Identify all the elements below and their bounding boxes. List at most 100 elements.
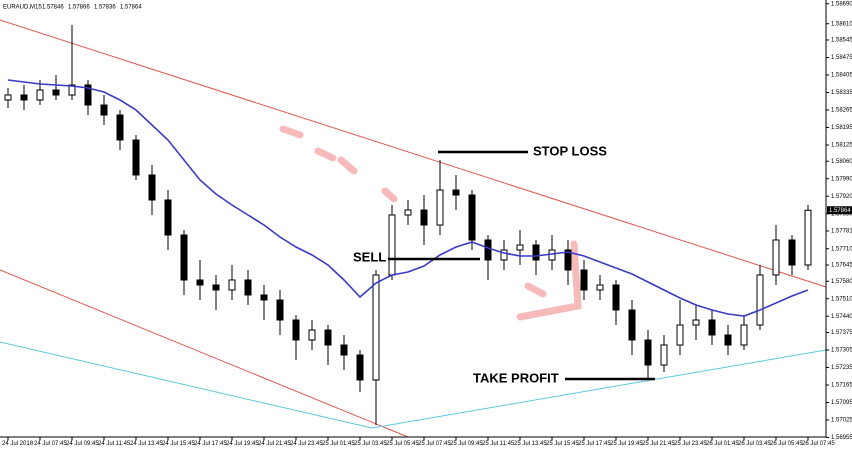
y-tick-label: 1.57095 xyxy=(831,400,852,406)
y-tick-label: 1.58060 xyxy=(831,159,852,165)
y-tick-label: 1.58610 xyxy=(831,21,852,27)
trend-line-upper xyxy=(0,19,827,288)
candle-body xyxy=(628,309,636,341)
y-tick-label: 1.57580 xyxy=(831,279,852,285)
candle-body xyxy=(660,344,668,366)
candle-body xyxy=(180,234,188,281)
candle-body xyxy=(420,209,428,226)
candle-body xyxy=(788,239,796,266)
x-tick-label: 25 Jul 15:45 xyxy=(546,441,579,447)
candle-body xyxy=(4,94,12,101)
candle-body xyxy=(484,239,492,261)
highlight-marks xyxy=(279,125,582,321)
candle-body xyxy=(596,284,604,291)
x-tick-label: 25 Jul 05:45 xyxy=(386,441,419,447)
candle-body xyxy=(756,274,764,326)
y-tick-label: 1.57440 xyxy=(831,314,852,320)
x-tick-label: 24 Jul 2018 xyxy=(2,441,34,447)
x-tick-label: 24 Jul 17:45 xyxy=(194,441,227,447)
x-tick-label: 26 Jul 03:45 xyxy=(738,441,771,447)
candle-body xyxy=(388,214,396,276)
y-tick-label: 1.57850 xyxy=(831,211,852,217)
candle-body xyxy=(500,249,508,261)
y-tick-label: 1.57990 xyxy=(831,176,852,182)
current-price-label: 1.57864 xyxy=(829,208,851,214)
candle-body xyxy=(708,319,716,336)
candle-body xyxy=(404,209,412,216)
y-tick-label: 1.58335 xyxy=(831,90,852,96)
y-tick-label: 1.57781 xyxy=(831,229,852,235)
x-tick-label: 24 Jul 07:45 xyxy=(34,441,67,447)
header-ohlc-value: 1.57864 xyxy=(120,5,142,11)
candle-body xyxy=(52,89,60,96)
x-tick-label: 24 Jul 23:45 xyxy=(290,441,323,447)
y-tick-label: 1.58195 xyxy=(831,125,852,131)
header-ohlc-value: 1.57836 xyxy=(94,5,116,11)
support-line-right xyxy=(371,349,827,429)
candle-body xyxy=(164,199,172,236)
candle-body xyxy=(308,329,316,341)
candle-body xyxy=(740,324,748,346)
sell-label: SELL xyxy=(353,249,386,264)
x-tick-label: 24 Jul 11:45 xyxy=(98,441,131,447)
candle-body xyxy=(244,279,252,296)
x-tick-label: 24 Jul 09:45 xyxy=(66,441,99,447)
candle-body xyxy=(260,294,268,301)
candle-body xyxy=(84,84,92,106)
candle-body xyxy=(20,94,28,101)
y-tick-label: 1.57025 xyxy=(831,418,852,424)
x-tick-label: 25 Jul 23:45 xyxy=(674,441,707,447)
x-tick-label: 25 Jul 11:45 xyxy=(482,441,515,447)
candle-body xyxy=(324,329,332,346)
candle-body xyxy=(612,284,620,311)
candle-body xyxy=(436,189,444,226)
candle-body xyxy=(356,354,364,381)
y-tick-label: 1.58265 xyxy=(831,108,852,114)
candle-body xyxy=(804,209,812,266)
x-tick-label: 25 Jul 09:45 xyxy=(450,441,483,447)
y-tick-label: 1.57510 xyxy=(831,296,852,302)
x-tick-label: 25 Jul 17:45 xyxy=(578,441,611,447)
y-tick-label: 1.58405 xyxy=(831,73,852,79)
y-tick-label: 1.57235 xyxy=(831,365,852,371)
y-tick-label: 1.57920 xyxy=(831,194,852,200)
support-line-left xyxy=(0,341,373,429)
x-tick-label: 24 Jul 19:45 xyxy=(226,441,259,447)
candle-body xyxy=(212,284,220,291)
x-tick-label: 25 Jul 01:45 xyxy=(322,441,355,447)
header-ohlc-value: 1.57846 xyxy=(42,5,64,11)
candle-body xyxy=(228,279,236,291)
candle-body xyxy=(36,89,44,101)
candle-body xyxy=(468,194,476,241)
plot-area xyxy=(4,25,812,425)
y-tick-label: 1.57165 xyxy=(831,383,852,389)
candle-body xyxy=(692,319,700,326)
x-tick-label: 25 Jul 21:45 xyxy=(642,441,675,447)
take-profit-label: TAKE PROFIT xyxy=(473,370,559,385)
trend-line-lower xyxy=(0,269,409,438)
stop-loss-label: STOP LOSS xyxy=(533,143,607,158)
y-tick-label: 1.57375 xyxy=(831,330,852,336)
candle-body xyxy=(132,139,140,176)
x-tick-label: 25 Jul 19:45 xyxy=(610,441,643,447)
x-tick-label: 26 Jul 07:45 xyxy=(802,441,835,447)
candle-body xyxy=(516,244,524,251)
x-tick-label: 25 Jul 13:45 xyxy=(514,441,547,447)
x-tick-label: 24 Jul 15:45 xyxy=(162,441,195,447)
moving-average xyxy=(7,79,809,317)
x-tick-label: 24 Jul 13:45 xyxy=(130,441,163,447)
candle-body xyxy=(724,334,732,346)
x-tick-label: 25 Jul 03:45 xyxy=(354,441,387,447)
x-tick-label: 24 Jul 21:45 xyxy=(258,441,291,447)
candle-body xyxy=(676,324,684,346)
candle-body xyxy=(292,319,300,341)
candle-body xyxy=(116,114,124,141)
x-tick-label: 25 Jul 07:45 xyxy=(418,441,451,447)
y-tick-label: 1.58690 xyxy=(831,1,852,7)
x-tick-label: 26 Jul 05:45 xyxy=(770,441,803,447)
candle-body xyxy=(644,339,652,366)
candle-body xyxy=(452,189,460,196)
candle-body xyxy=(772,239,780,276)
candle-body xyxy=(276,299,284,321)
